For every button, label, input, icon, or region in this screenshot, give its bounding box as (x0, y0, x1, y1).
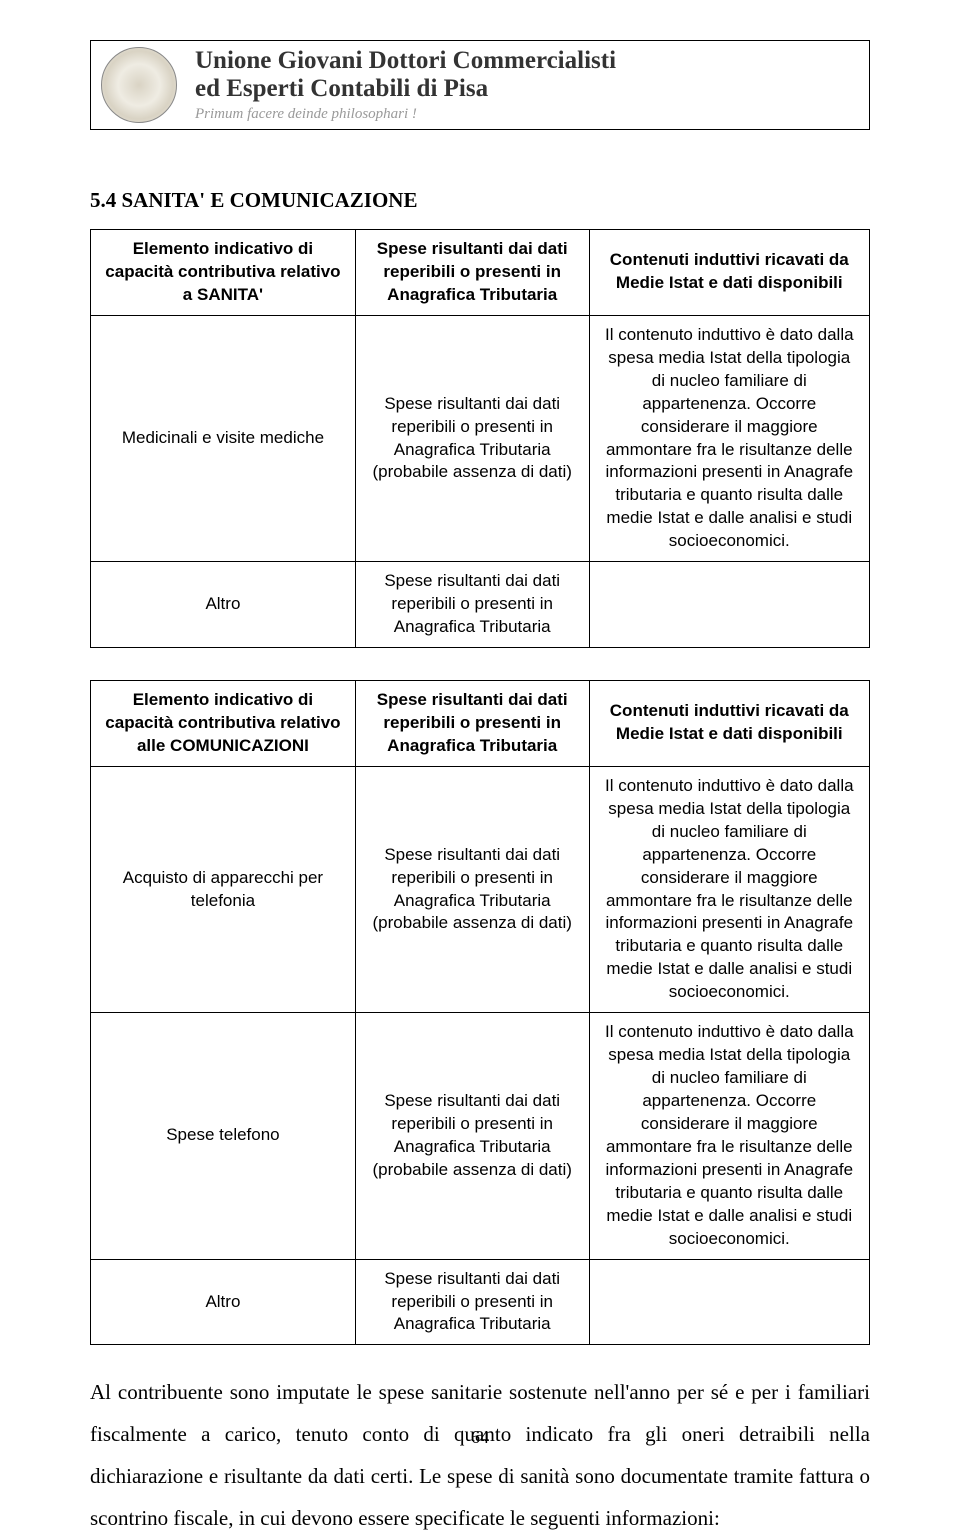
org-title-line2: ed Esperti Contabili di Pisa (195, 75, 616, 104)
letterhead-box: Unione Giovani Dottori Commercialisti ed… (90, 40, 870, 130)
letterhead-text: Unione Giovani Dottori Commercialisti ed… (195, 47, 616, 124)
org-title-line1: Unione Giovani Dottori Commercialisti (195, 47, 616, 76)
section-heading: 5.4 SANITA' E COMUNICAZIONE (90, 188, 870, 213)
logo-icon (101, 47, 177, 123)
row-label: Acquisto di apparecchi per telefonia (91, 766, 356, 1012)
table-col-header-mid: Spese risultanti dai dati reperibili o p… (355, 681, 589, 767)
table-sanita: Elemento indicativo di capacità contribu… (90, 229, 870, 648)
table-row: Medicinali e visite mediche Spese risult… (91, 315, 870, 561)
cell-right: Il contenuto induttivo è dato dalla spes… (589, 315, 869, 561)
org-motto: Primum facere deinde philosophari ! (195, 106, 616, 123)
row-label: Altro (91, 562, 356, 648)
table-row: Altro Spese risultanti dai dati reperibi… (91, 1259, 870, 1345)
table-col-header-right: Contenuti induttivi ricavati da Medie Is… (589, 681, 869, 767)
table-col-header-left: Elemento indicativo di capacità contribu… (91, 681, 356, 767)
cell-mid: Spese risultanti dai dati reperibili o p… (355, 766, 589, 1012)
table-row: Spese telefono Spese risultanti dai dati… (91, 1013, 870, 1259)
page-number: 64 (0, 1427, 960, 1448)
row-label: Medicinali e visite mediche (91, 315, 356, 561)
cell-mid: Spese risultanti dai dati reperibili o p… (355, 562, 589, 648)
table-col-header-right: Contenuti induttivi ricavati da Medie Is… (589, 230, 869, 316)
cell-mid: Spese risultanti dai dati reperibili o p… (355, 1013, 589, 1259)
table-row: Acquisto di apparecchi per telefonia Spe… (91, 766, 870, 1012)
page-container: Unione Giovani Dottori Commercialisti ed… (0, 0, 960, 1484)
cell-right (589, 1259, 869, 1345)
body-paragraph: Al contribuente sono imputate le spese s… (90, 1371, 870, 1539)
cell-right: Il contenuto induttivo è dato dalla spes… (589, 766, 869, 1012)
table-col-header-left: Elemento indicativo di capacità contribu… (91, 230, 356, 316)
spacer (90, 648, 870, 680)
cell-mid: Spese risultanti dai dati reperibili o p… (355, 1259, 589, 1345)
row-label: Altro (91, 1259, 356, 1345)
table-row: Altro Spese risultanti dai dati reperibi… (91, 562, 870, 648)
table-row: Elemento indicativo di capacità contribu… (91, 230, 870, 316)
row-label: Spese telefono (91, 1013, 356, 1259)
table-col-header-mid: Spese risultanti dai dati reperibili o p… (355, 230, 589, 316)
cell-mid: Spese risultanti dai dati reperibili o p… (355, 315, 589, 561)
table-comunicazioni: Elemento indicativo di capacità contribu… (90, 680, 870, 1345)
table-row: Elemento indicativo di capacità contribu… (91, 681, 870, 767)
cell-right: Il contenuto induttivo è dato dalla spes… (589, 1013, 869, 1259)
cell-right (589, 562, 869, 648)
